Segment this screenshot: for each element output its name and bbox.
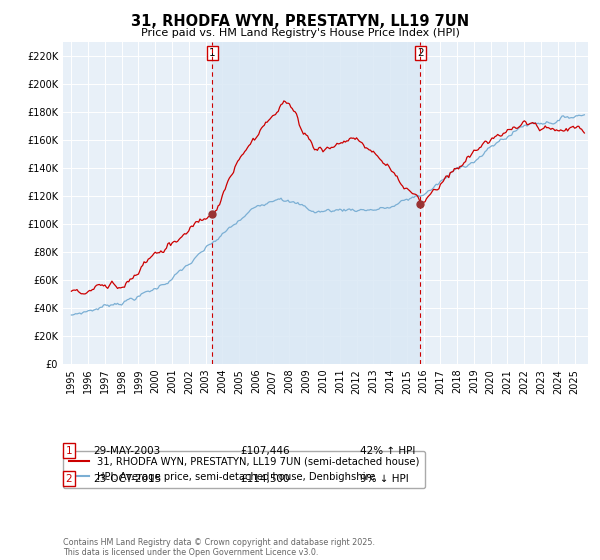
Text: 23-OCT-2015: 23-OCT-2015 <box>93 474 161 484</box>
Text: 2: 2 <box>65 474 73 484</box>
Legend: 31, RHODFA WYN, PRESTATYN, LL19 7UN (semi-detached house), HPI: Average price, s: 31, RHODFA WYN, PRESTATYN, LL19 7UN (sem… <box>63 451 425 488</box>
Text: Contains HM Land Registry data © Crown copyright and database right 2025.
This d: Contains HM Land Registry data © Crown c… <box>63 538 375 557</box>
Bar <box>212 42 421 364</box>
Text: 31, RHODFA WYN, PRESTATYN, LL19 7UN: 31, RHODFA WYN, PRESTATYN, LL19 7UN <box>131 14 469 29</box>
Text: £114,500: £114,500 <box>240 474 290 484</box>
Text: 42% ↑ HPI: 42% ↑ HPI <box>360 446 415 456</box>
Text: 29-MAY-2003: 29-MAY-2003 <box>93 446 160 456</box>
Text: 9% ↓ HPI: 9% ↓ HPI <box>360 474 409 484</box>
Text: 1: 1 <box>209 48 216 58</box>
Text: Price paid vs. HM Land Registry's House Price Index (HPI): Price paid vs. HM Land Registry's House … <box>140 28 460 38</box>
Text: £107,446: £107,446 <box>240 446 290 456</box>
Text: 2: 2 <box>417 48 424 58</box>
Text: 1: 1 <box>65 446 73 456</box>
